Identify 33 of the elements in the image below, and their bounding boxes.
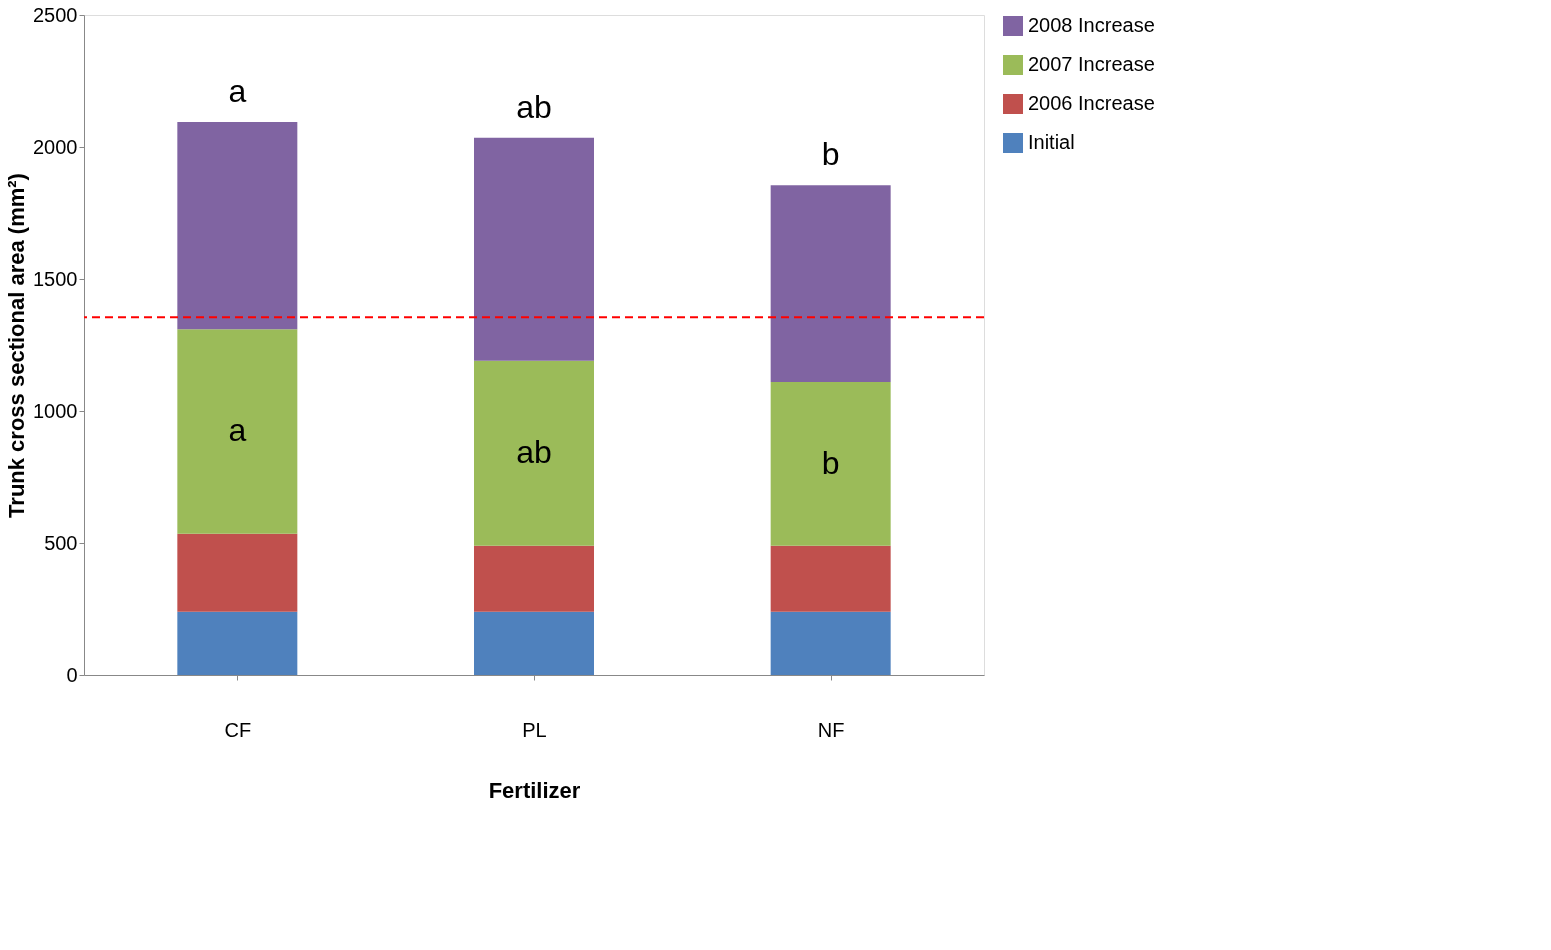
legend-label: 2006 Increase <box>1028 92 1155 114</box>
annotation: b <box>821 136 840 173</box>
bar <box>770 381 891 546</box>
bar <box>474 137 594 361</box>
bar <box>770 185 891 382</box>
y-tick-label: 0 <box>66 663 78 686</box>
x-tick-label: NF <box>817 718 845 741</box>
bar <box>474 611 594 675</box>
x-axis-title: Fertilizer <box>488 777 581 803</box>
bar <box>474 360 594 546</box>
annotation: a <box>228 412 247 449</box>
annotation: ab <box>516 434 552 471</box>
annotation: b <box>821 444 840 481</box>
y-tick-label: 2000 <box>33 135 78 158</box>
y-axis-title: Trunk cross sectional area (mm²) <box>4 173 30 518</box>
bar <box>770 545 891 612</box>
bar <box>177 121 298 330</box>
bar <box>474 545 594 612</box>
bar <box>770 611 891 675</box>
x-tick-label: CF <box>224 718 252 741</box>
y-tick-label: 1000 <box>33 399 78 422</box>
x-tick-label: PL <box>522 718 547 741</box>
annotation: ab <box>516 88 552 125</box>
legend-label: 2008 Increase <box>1028 14 1155 36</box>
legend-label: 2007 Increase <box>1028 53 1155 75</box>
bar <box>177 329 298 534</box>
legend-label: Initial <box>1028 131 1075 153</box>
y-tick-label: 500 <box>44 531 78 554</box>
bar <box>177 611 298 675</box>
annotation: a <box>228 72 247 109</box>
y-tick-label: 2500 <box>33 3 78 26</box>
y-tick-label: 1500 <box>33 267 78 290</box>
bar <box>177 533 298 612</box>
